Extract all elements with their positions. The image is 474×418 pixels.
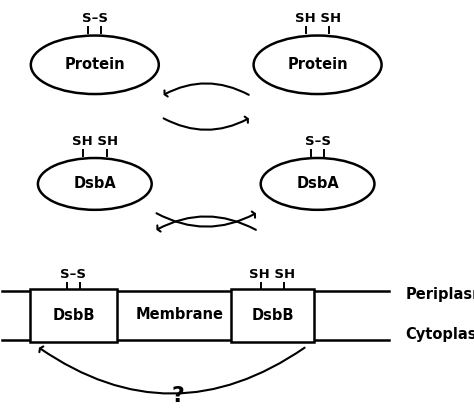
Text: ?: ? bbox=[171, 386, 184, 406]
Text: Membrane: Membrane bbox=[136, 307, 224, 322]
Text: DsbA: DsbA bbox=[296, 176, 339, 191]
Text: Protein: Protein bbox=[287, 57, 348, 72]
Text: Cytoplasm: Cytoplasm bbox=[405, 327, 474, 342]
Text: DsbA: DsbA bbox=[73, 176, 116, 191]
Text: Protein: Protein bbox=[64, 57, 125, 72]
Text: DsbB: DsbB bbox=[52, 308, 95, 323]
Text: SH SH: SH SH bbox=[249, 268, 296, 281]
Text: SH SH: SH SH bbox=[72, 135, 118, 148]
FancyBboxPatch shape bbox=[231, 289, 314, 342]
Text: S–S: S–S bbox=[305, 135, 330, 148]
Text: DsbB: DsbB bbox=[251, 308, 294, 323]
Text: S–S: S–S bbox=[61, 268, 86, 281]
Text: SH SH: SH SH bbox=[294, 12, 341, 25]
Text: Periplasm: Periplasm bbox=[405, 287, 474, 302]
FancyBboxPatch shape bbox=[29, 289, 117, 342]
Text: S–S: S–S bbox=[82, 12, 108, 25]
